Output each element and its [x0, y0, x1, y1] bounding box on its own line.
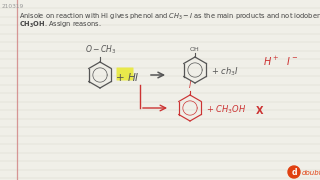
Text: $+\ ch_3I$: $+\ ch_3I$	[211, 66, 239, 78]
Text: doubtnut: doubtnut	[302, 170, 320, 176]
Text: $\mathit{\mathbf{CH_3OH}}$. Assign reasons.: $\mathit{\mathbf{CH_3OH}}$. Assign reaso…	[19, 20, 101, 30]
FancyBboxPatch shape	[116, 68, 133, 80]
Text: $+\ CH_3OH$: $+\ CH_3OH$	[206, 104, 246, 116]
Text: d: d	[291, 168, 297, 177]
Text: $O - CH_3$: $O - CH_3$	[85, 44, 117, 56]
Text: OH: OH	[190, 47, 200, 52]
Text: $+\ \mathit{HI}$: $+\ \mathit{HI}$	[115, 71, 140, 83]
Text: $\mathbf{X}$: $\mathbf{X}$	[255, 104, 264, 116]
Text: $I$: $I$	[188, 79, 192, 90]
Text: Anisole on reaction with HI gives phenol and $CH_3 - I$ as the main products and: Anisole on reaction with HI gives phenol…	[19, 12, 320, 22]
Text: 210319: 210319	[2, 4, 24, 9]
Circle shape	[288, 166, 300, 178]
Text: $H^+\ \ I^-$: $H^+\ \ I^-$	[263, 55, 298, 68]
